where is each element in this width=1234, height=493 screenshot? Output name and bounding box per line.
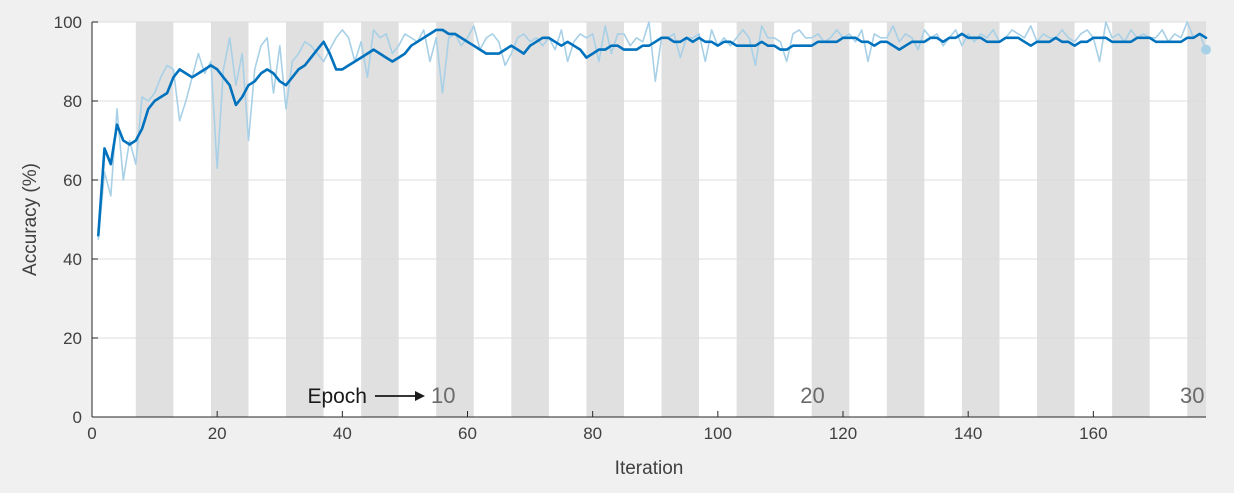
x-tick-label-20: 20: [208, 424, 227, 443]
y-tick-label-0: 0: [73, 408, 82, 427]
epoch-band-7: [586, 22, 624, 417]
x-axis-title: Iteration: [615, 458, 684, 479]
y-tick-label-40: 40: [63, 250, 82, 269]
x-tick-label-140: 140: [954, 424, 982, 443]
epoch-band-4: [361, 22, 399, 417]
axes: [91, 22, 1206, 418]
epoch-band-1: [135, 22, 174, 417]
x-tick-label-60: 60: [458, 424, 477, 443]
epoch-label-10: 10: [431, 383, 455, 408]
grid-lines: [92, 21, 1206, 339]
x-tick-label-100: 100: [704, 424, 732, 443]
epoch-band-10: [811, 22, 850, 417]
epoch-label-30: 30: [1180, 383, 1204, 408]
epoch-band-9: [736, 22, 775, 417]
epoch-band-8: [661, 22, 700, 417]
epoch-band-6: [511, 22, 549, 417]
epoch-band-14: [1112, 22, 1150, 417]
y-axis-title: Accuracy (%): [20, 163, 41, 276]
series-lines: [97, 21, 1211, 241]
raw-accuracy-line: [97, 21, 1207, 241]
x-tick-label-120: 120: [829, 424, 857, 443]
epoch-band-13: [1037, 22, 1075, 417]
epoch-bands: [135, 22, 1206, 417]
epoch-arrow-head: [414, 391, 425, 401]
y-tick-label-20: 20: [63, 329, 82, 348]
smoothed-accuracy-line: [97, 28, 1208, 237]
epoch-band-2: [210, 22, 249, 417]
epoch-annotations: 10 20 30 Epoch: [307, 383, 1204, 408]
epoch-label-20: 20: [800, 383, 824, 408]
epoch-band-3: [286, 22, 324, 417]
epoch-band-12: [961, 22, 1000, 417]
plot-background: [92, 22, 1206, 417]
x-tick-label-80: 80: [583, 424, 602, 443]
tick-labels: 0 20 40 60 80 100 0 20 40 60 80 100 120 140 160: [54, 13, 1108, 443]
x-tick-label-160: 160: [1079, 424, 1107, 443]
y-tick-label-100: 100: [54, 13, 82, 32]
y-tick-label-60: 60: [63, 171, 82, 190]
y-tick-label-80: 80: [63, 92, 82, 111]
epoch-band-11: [886, 22, 925, 417]
epoch-band-15: [1187, 22, 1206, 417]
final-accuracy-marker: [1201, 44, 1211, 55]
epoch-annotation-text: Epoch: [307, 385, 367, 408]
x-tick-label-0: 0: [87, 424, 96, 443]
x-tick-label-40: 40: [333, 424, 352, 443]
